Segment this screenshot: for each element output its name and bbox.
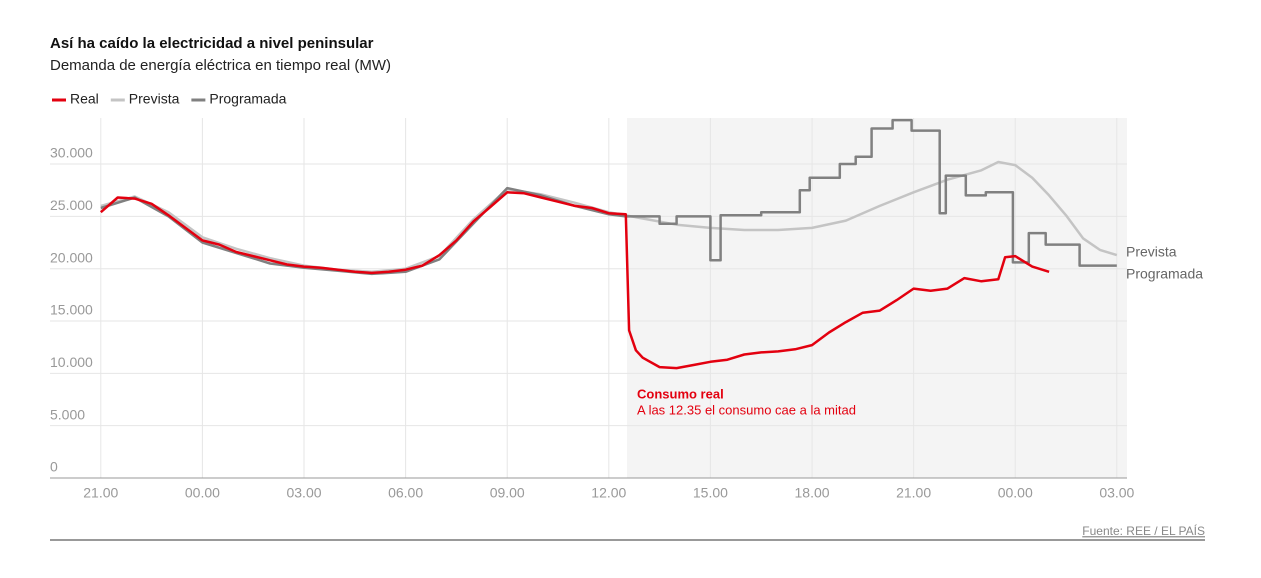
x-tick-label: 09.00 <box>490 485 525 501</box>
legend-label: Real <box>70 91 99 107</box>
x-tick-label: 03.00 <box>286 485 321 501</box>
x-tick-label: 00.00 <box>185 485 220 501</box>
x-tick-label: 18.00 <box>795 485 830 501</box>
legend-label: Programada <box>209 91 286 107</box>
end-label: Prevista <box>1126 244 1177 260</box>
y-tick-label: 20.000 <box>50 249 93 265</box>
x-tick-label: 21.00 <box>83 485 118 501</box>
x-tick-label: 12.00 <box>591 485 626 501</box>
series-line <box>99 191 1050 370</box>
grid <box>50 118 1127 478</box>
highlight-region <box>627 118 1127 478</box>
lines <box>99 118 1118 370</box>
y-tick-label: 25.000 <box>50 197 93 213</box>
end-label: Programada <box>1126 266 1203 282</box>
legend-label: Prevista <box>129 91 180 107</box>
y-tick-label: 30.000 <box>50 145 93 161</box>
legend: Real Prevista Programada <box>52 91 287 107</box>
x-tick-label: 03.00 <box>1099 485 1134 501</box>
chart-subtitle: Demanda de energía eléctrica en tiempo r… <box>50 57 391 74</box>
x-tick-label: 21.00 <box>896 485 931 501</box>
annotation-title: Consumo real <box>637 386 724 401</box>
x-tick-label: 06.00 <box>388 485 423 501</box>
x-tick-label: 15.00 <box>693 485 728 501</box>
chart-title: Así ha caído la electricidad a nivel pen… <box>50 35 374 52</box>
source: Fuente: REE / EL PAÍS <box>1082 523 1205 538</box>
x-tick-label: 00.00 <box>998 485 1033 501</box>
y-tick-label: 0 <box>50 459 58 475</box>
y-tick-label: 5.000 <box>50 406 85 422</box>
annotation-text: A las 12.35 el consumo cae a la mitad <box>637 402 856 417</box>
y-tick-label: 15.000 <box>50 302 93 318</box>
y-tick-label: 10.000 <box>50 354 93 370</box>
